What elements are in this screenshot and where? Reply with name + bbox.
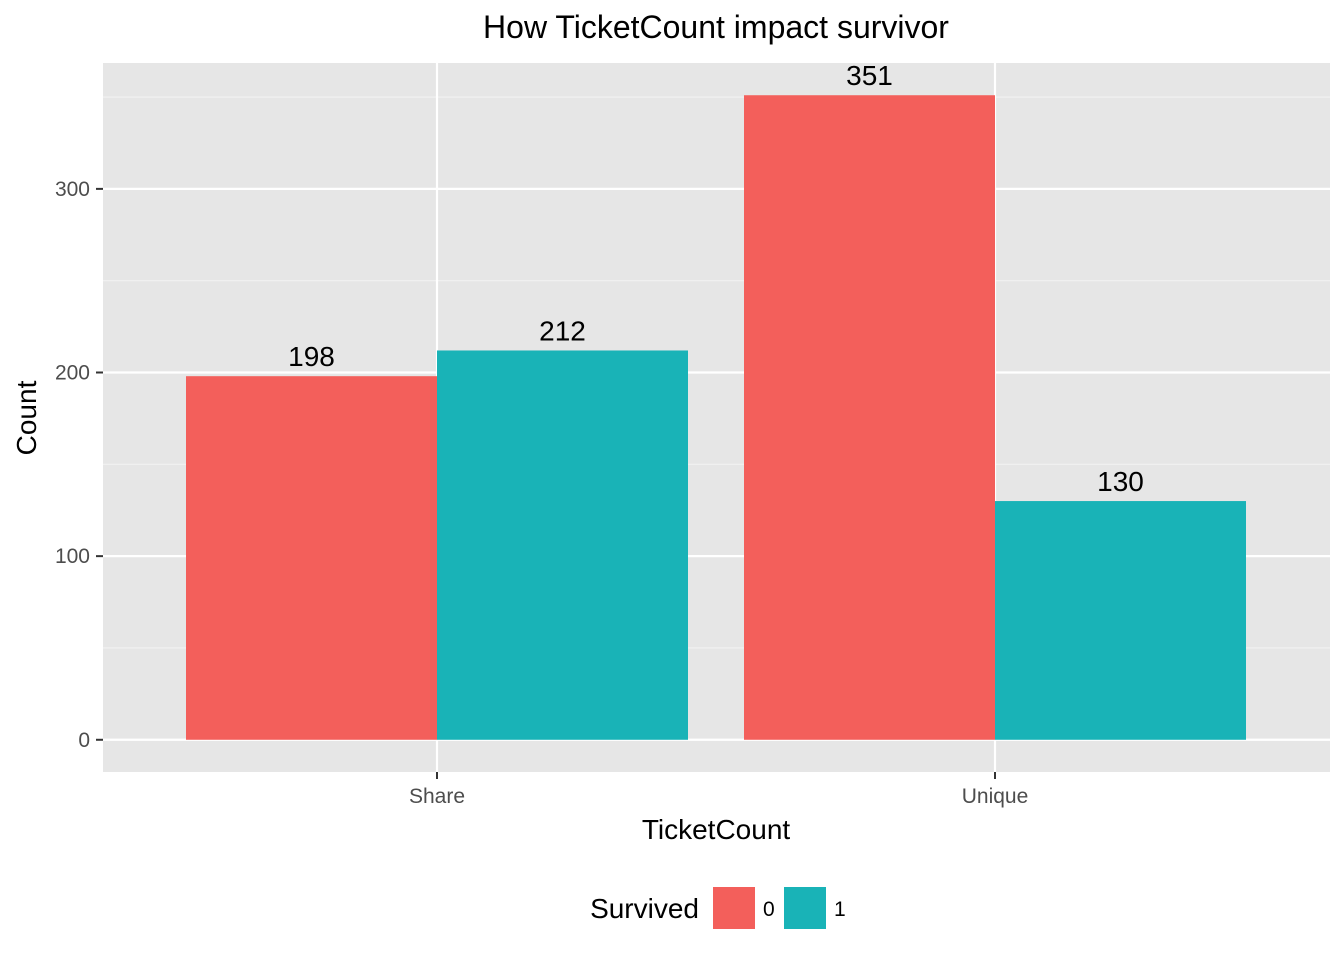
bar-unique-survived-0 [744, 95, 995, 740]
bars [186, 95, 1246, 740]
legend: Survived 0 1 [590, 887, 846, 929]
data-label: 198 [288, 341, 335, 372]
data-label: 212 [539, 315, 586, 346]
bar-unique-survived-1 [995, 501, 1246, 740]
y-tick-label: 300 [55, 178, 90, 201]
x-axis: Share Unique [409, 772, 1028, 808]
y-tick-label: 200 [55, 362, 90, 385]
data-label: 351 [846, 60, 893, 91]
y-tick-label: 0 [78, 729, 90, 752]
legend-key-1 [784, 887, 826, 929]
chart-title: How TicketCount impact survivor [483, 9, 949, 45]
x-tick-label: Share [409, 785, 465, 808]
legend-title: Survived [590, 893, 699, 924]
legend-label-0: 0 [763, 898, 775, 921]
x-axis-title: TicketCount [642, 814, 791, 845]
y-axis: 0 100 200 300 [55, 178, 103, 752]
data-labels: 198 212 351 130 [288, 60, 1144, 497]
x-tick-label: Unique [962, 785, 1029, 808]
bar-share-survived-0 [186, 376, 437, 740]
y-tick-label: 100 [55, 545, 90, 568]
bar-share-survived-1 [437, 350, 688, 740]
legend-label-1: 1 [834, 898, 846, 921]
y-axis-title: Count [11, 380, 42, 455]
legend-key-0 [713, 887, 755, 929]
data-label: 130 [1097, 466, 1144, 497]
